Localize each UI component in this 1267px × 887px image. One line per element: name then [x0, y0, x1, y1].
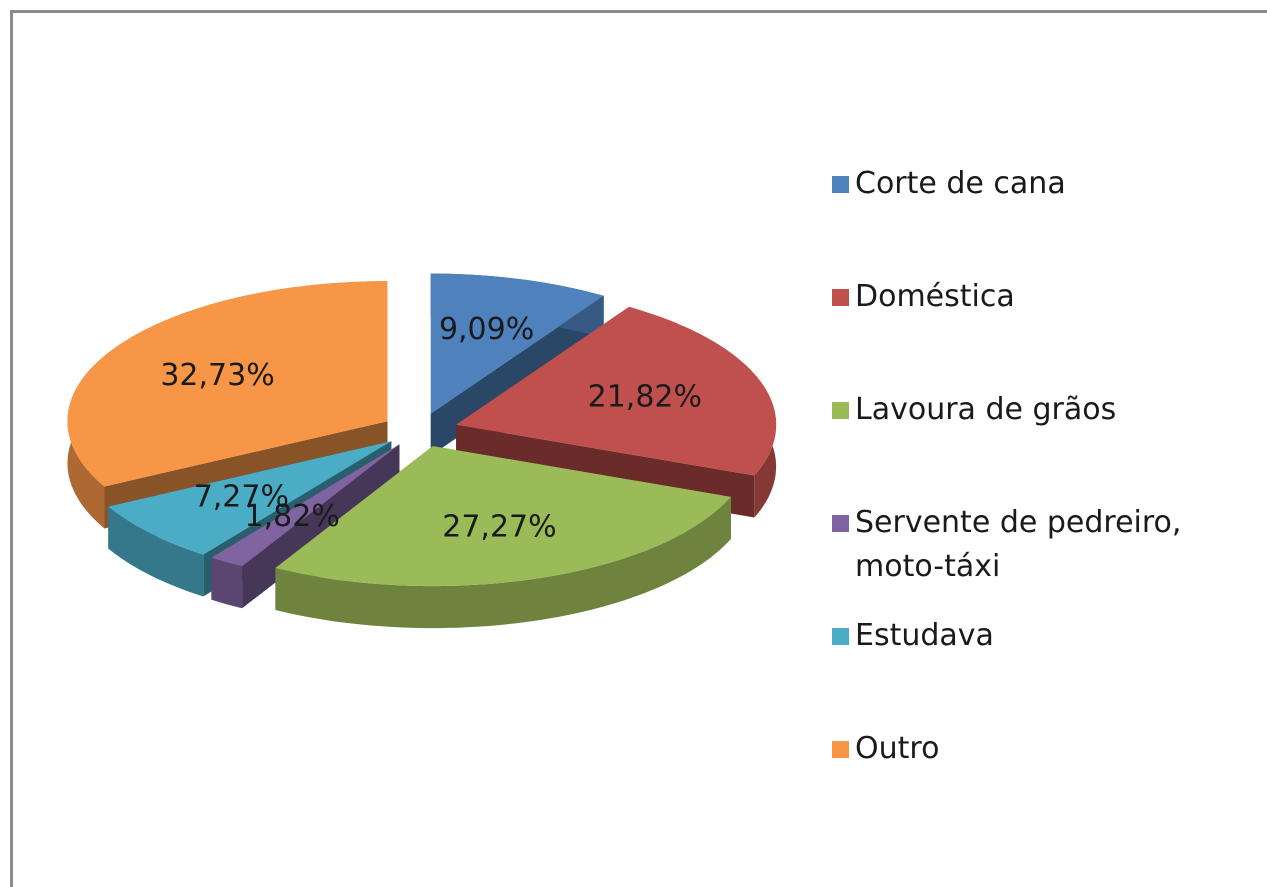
slice-top [275, 446, 731, 587]
legend-item: Servente de pedreiro, moto-táxi [832, 501, 1252, 614]
legend-label: Estudava [855, 618, 994, 653]
chart-frame [10, 10, 1267, 887]
legend-swatch [832, 628, 849, 645]
data-label: 7,27% [194, 480, 289, 515]
legend-swatch [832, 176, 849, 193]
slice-wall [275, 496, 731, 629]
data-label: 21,82% [588, 379, 702, 414]
slice-top [67, 281, 388, 487]
slice-top [108, 441, 392, 555]
slice [275, 446, 731, 629]
legend-label: Doméstica [855, 279, 1015, 314]
data-label: 1,82% [245, 499, 340, 534]
legend-label: Corte de cana [855, 166, 1066, 201]
legend-item: Corte de cana [832, 162, 1252, 275]
data-label: 32,73% [160, 358, 274, 393]
slice-wall [211, 557, 243, 609]
slice-top [211, 444, 400, 567]
legend-swatch [832, 402, 849, 419]
slice-top [456, 306, 777, 476]
legend-item: Outro [832, 727, 1252, 840]
legend-swatch [832, 741, 849, 758]
slice-side [211, 444, 400, 600]
legend-swatch [832, 289, 849, 306]
legend-swatch [832, 515, 849, 532]
legend-item: Doméstica [832, 275, 1252, 388]
legend: Corte de cana Doméstica Lavoura de grãos Se… [832, 162, 1252, 840]
slice [430, 273, 604, 456]
legend-label: Outro [855, 731, 940, 766]
legend-item: Lavoura de grãos [832, 388, 1252, 501]
data-label: 27,27% [442, 509, 556, 544]
legend-item: Estudava [832, 614, 1252, 727]
slice-top [430, 273, 604, 414]
slice-wall [108, 506, 204, 597]
data-label: 9,09% [439, 312, 534, 347]
legend-label: Servente de pedreiro, moto-táxi [855, 505, 1182, 584]
legend-label: Lavoura de grãos [855, 392, 1117, 427]
